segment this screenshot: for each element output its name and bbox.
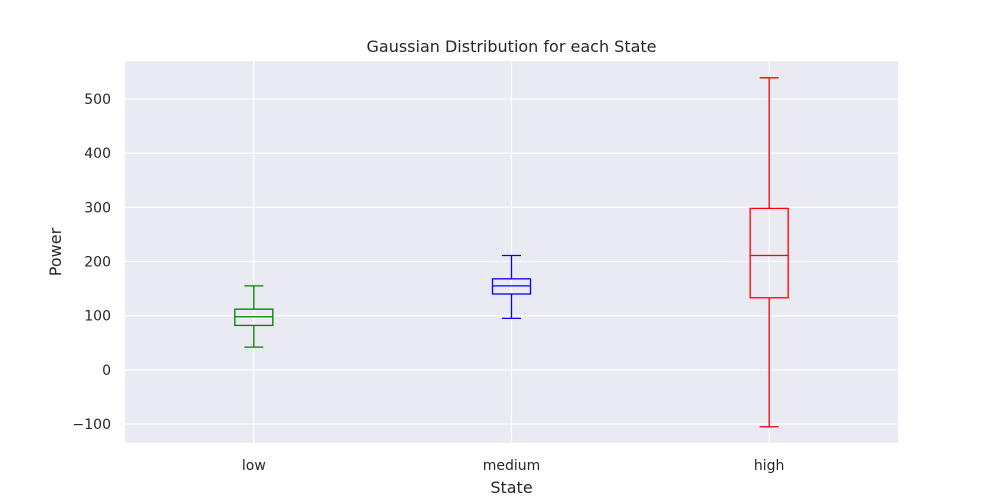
chart-title: Gaussian Distribution for each State bbox=[366, 37, 656, 56]
box-medium bbox=[491, 254, 532, 320]
y-tick-label: 500 bbox=[84, 92, 111, 108]
y-axis-label: Power bbox=[46, 227, 65, 276]
box-low bbox=[234, 285, 274, 348]
y-tick-label: 0 bbox=[102, 363, 111, 379]
x-axis-ticks: low medium high bbox=[242, 458, 785, 474]
y-tick-label: −100 bbox=[73, 417, 111, 433]
y-tick-label: 200 bbox=[84, 254, 111, 270]
x-axis-label: State bbox=[490, 478, 532, 497]
x-tick-label: low bbox=[242, 458, 266, 474]
y-tick-label: 300 bbox=[84, 200, 111, 216]
x-tick-label: medium bbox=[483, 458, 541, 474]
box-series bbox=[234, 77, 789, 428]
x-tick-label: high bbox=[754, 458, 785, 474]
box-high bbox=[749, 77, 789, 428]
iqr-box bbox=[749, 207, 789, 299]
y-tick-label: 100 bbox=[84, 309, 111, 325]
y-axis-ticks: −100 0 100 200 300 400 500 bbox=[73, 92, 111, 433]
y-tick-label: 400 bbox=[84, 146, 111, 162]
